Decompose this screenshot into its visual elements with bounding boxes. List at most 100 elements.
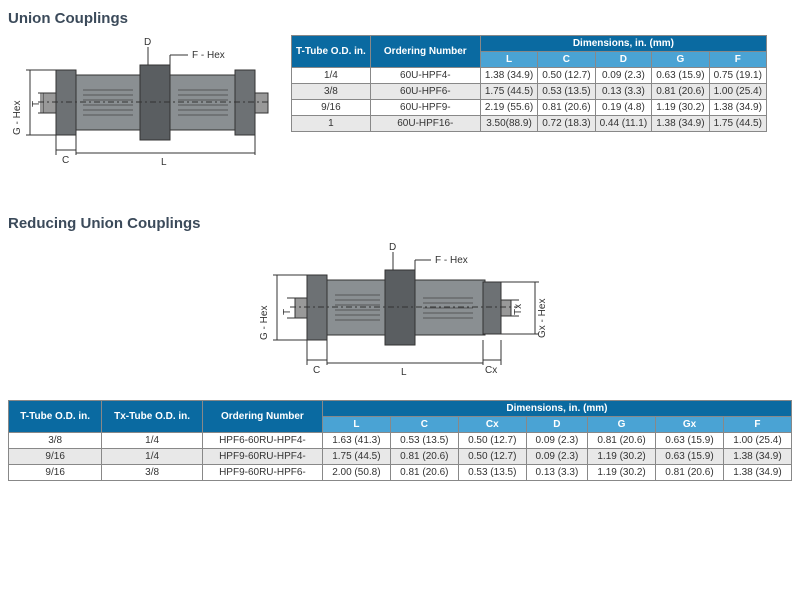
dim-tx-label: Tx: [513, 304, 524, 315]
dim-l-label: L: [401, 367, 407, 378]
cell: 0.53 (13.5): [390, 433, 458, 449]
cell: 0.72 (18.3): [538, 116, 595, 132]
cell: 0.13 (3.3): [595, 84, 652, 100]
th-dims: Dimensions, in. (mm): [480, 36, 766, 52]
dim-gx-label: Gx - Hex: [537, 299, 548, 338]
cell: 0.19 (4.8): [595, 100, 652, 116]
section1-title: Union Couplings: [8, 10, 792, 27]
cell: 0.81 (20.6): [390, 465, 458, 481]
cell: 9/16: [9, 465, 102, 481]
cell: 0.50 (12.7): [458, 433, 526, 449]
cell: 1.75 (44.5): [709, 116, 766, 132]
th-f: F: [709, 52, 766, 68]
dim-cx-label: Cx: [485, 365, 497, 376]
dim-t-label: T: [31, 101, 42, 107]
cell: 2.19 (55.6): [480, 100, 537, 116]
cell: 1.38 (34.9): [480, 68, 537, 84]
th-g: G: [588, 417, 656, 433]
reducing-union-diagram: D F - Hex G - Hex T Gx - Hex Tx: [8, 240, 792, 390]
th-c: C: [390, 417, 458, 433]
th-order: Ordering Number: [202, 401, 322, 433]
th-gx: Gx: [656, 417, 724, 433]
section2-title: Reducing Union Couplings: [8, 215, 792, 232]
cell: 0.13 (3.3): [526, 465, 587, 481]
dim-c-label: C: [313, 365, 320, 376]
table-row: 9/16 1/4 HPF9-60RU-HPF4- 1.75 (44.5) 0.8…: [9, 449, 792, 465]
cell: 0.53 (13.5): [458, 465, 526, 481]
cell: 1.75 (44.5): [322, 449, 390, 465]
cell: 3/8: [292, 84, 371, 100]
cell: HPF6-60RU-HPF4-: [202, 433, 322, 449]
cell: 1.00 (25.4): [709, 84, 766, 100]
cell: 60U-HPF6-: [370, 84, 480, 100]
cell: 1.38 (34.9): [723, 465, 791, 481]
dim-t-label: T: [282, 309, 293, 315]
th-order: Ordering Number: [370, 36, 480, 68]
th-txtube: Tx-Tube O.D. in.: [102, 401, 203, 433]
union-couplings-table: T-Tube O.D. in. Ordering Number Dimensio…: [291, 35, 767, 132]
dim-g-label: G - Hex: [12, 101, 23, 135]
cell: 9/16: [9, 449, 102, 465]
cell: 1.75 (44.5): [480, 84, 537, 100]
cell: 1/4: [102, 449, 203, 465]
cell: HPF9-60RU-HPF6-: [202, 465, 322, 481]
cell: 0.44 (11.1): [595, 116, 652, 132]
cell: 1.19 (30.2): [588, 465, 656, 481]
th-f: F: [723, 417, 791, 433]
cell: 60U-HPF16-: [370, 116, 480, 132]
th-g: G: [652, 52, 709, 68]
cell: 3/8: [102, 465, 203, 481]
cell: 9/16: [292, 100, 371, 116]
th-l: L: [480, 52, 537, 68]
cell: 0.53 (13.5): [538, 84, 595, 100]
table-row: 3/8 60U-HPF6- 1.75 (44.5) 0.53 (13.5) 0.…: [292, 84, 767, 100]
cell: 3/8: [9, 433, 102, 449]
dim-d-label: D: [389, 242, 396, 253]
cell: 0.09 (2.3): [526, 449, 587, 465]
dim-f-label: F - Hex: [435, 255, 468, 266]
cell: 0.50 (12.7): [538, 68, 595, 84]
th-c: C: [538, 52, 595, 68]
th-l: L: [322, 417, 390, 433]
th-ttube: T-Tube O.D. in.: [9, 401, 102, 433]
cell: 1: [292, 116, 371, 132]
dim-f-label: F - Hex: [192, 50, 225, 61]
table-row: 9/16 3/8 HPF9-60RU-HPF6- 2.00 (50.8) 0.8…: [9, 465, 792, 481]
cell: 0.81 (20.6): [588, 433, 656, 449]
dim-l-label: L: [161, 157, 167, 168]
cell: 3.50(88.9): [480, 116, 537, 132]
cell: 1.38 (34.9): [723, 449, 791, 465]
cell: 0.50 (12.7): [458, 449, 526, 465]
cell: 0.09 (2.3): [526, 433, 587, 449]
dim-c-label: C: [62, 155, 69, 166]
cell: 0.81 (20.6): [538, 100, 595, 116]
th-d: D: [595, 52, 652, 68]
cell: 1.63 (41.3): [322, 433, 390, 449]
table-row: 9/16 60U-HPF9- 2.19 (55.6) 0.81 (20.6) 0…: [292, 100, 767, 116]
union-coupling-diagram: D F - Hex G - Hex T: [8, 35, 273, 175]
cell: 0.81 (20.6): [390, 449, 458, 465]
cell: 0.09 (2.3): [595, 68, 652, 84]
cell: 60U-HPF4-: [370, 68, 480, 84]
table-row: 3/8 1/4 HPF6-60RU-HPF4- 1.63 (41.3) 0.53…: [9, 433, 792, 449]
cell: 1.38 (34.9): [709, 100, 766, 116]
reducing-union-table: T-Tube O.D. in. Tx-Tube O.D. in. Orderin…: [8, 400, 792, 481]
cell: 2.00 (50.8): [322, 465, 390, 481]
cell: 0.75 (19.1): [709, 68, 766, 84]
cell: HPF9-60RU-HPF4-: [202, 449, 322, 465]
section1-body: D F - Hex G - Hex T: [8, 35, 792, 175]
cell: 1.19 (30.2): [588, 449, 656, 465]
th-cx: Cx: [458, 417, 526, 433]
cell: 1.00 (25.4): [723, 433, 791, 449]
th-ttube: T-Tube O.D. in.: [292, 36, 371, 68]
cell: 60U-HPF9-: [370, 100, 480, 116]
cell: 1.19 (30.2): [652, 100, 709, 116]
cell: 0.81 (20.6): [656, 465, 724, 481]
dim-d-label: D: [144, 37, 151, 48]
cell: 1/4: [102, 433, 203, 449]
cell: 0.63 (15.9): [656, 433, 724, 449]
cell: 1.38 (34.9): [652, 116, 709, 132]
table-row: 1/4 60U-HPF4- 1.38 (34.9) 0.50 (12.7) 0.…: [292, 68, 767, 84]
th-d: D: [526, 417, 587, 433]
cell: 0.63 (15.9): [656, 449, 724, 465]
